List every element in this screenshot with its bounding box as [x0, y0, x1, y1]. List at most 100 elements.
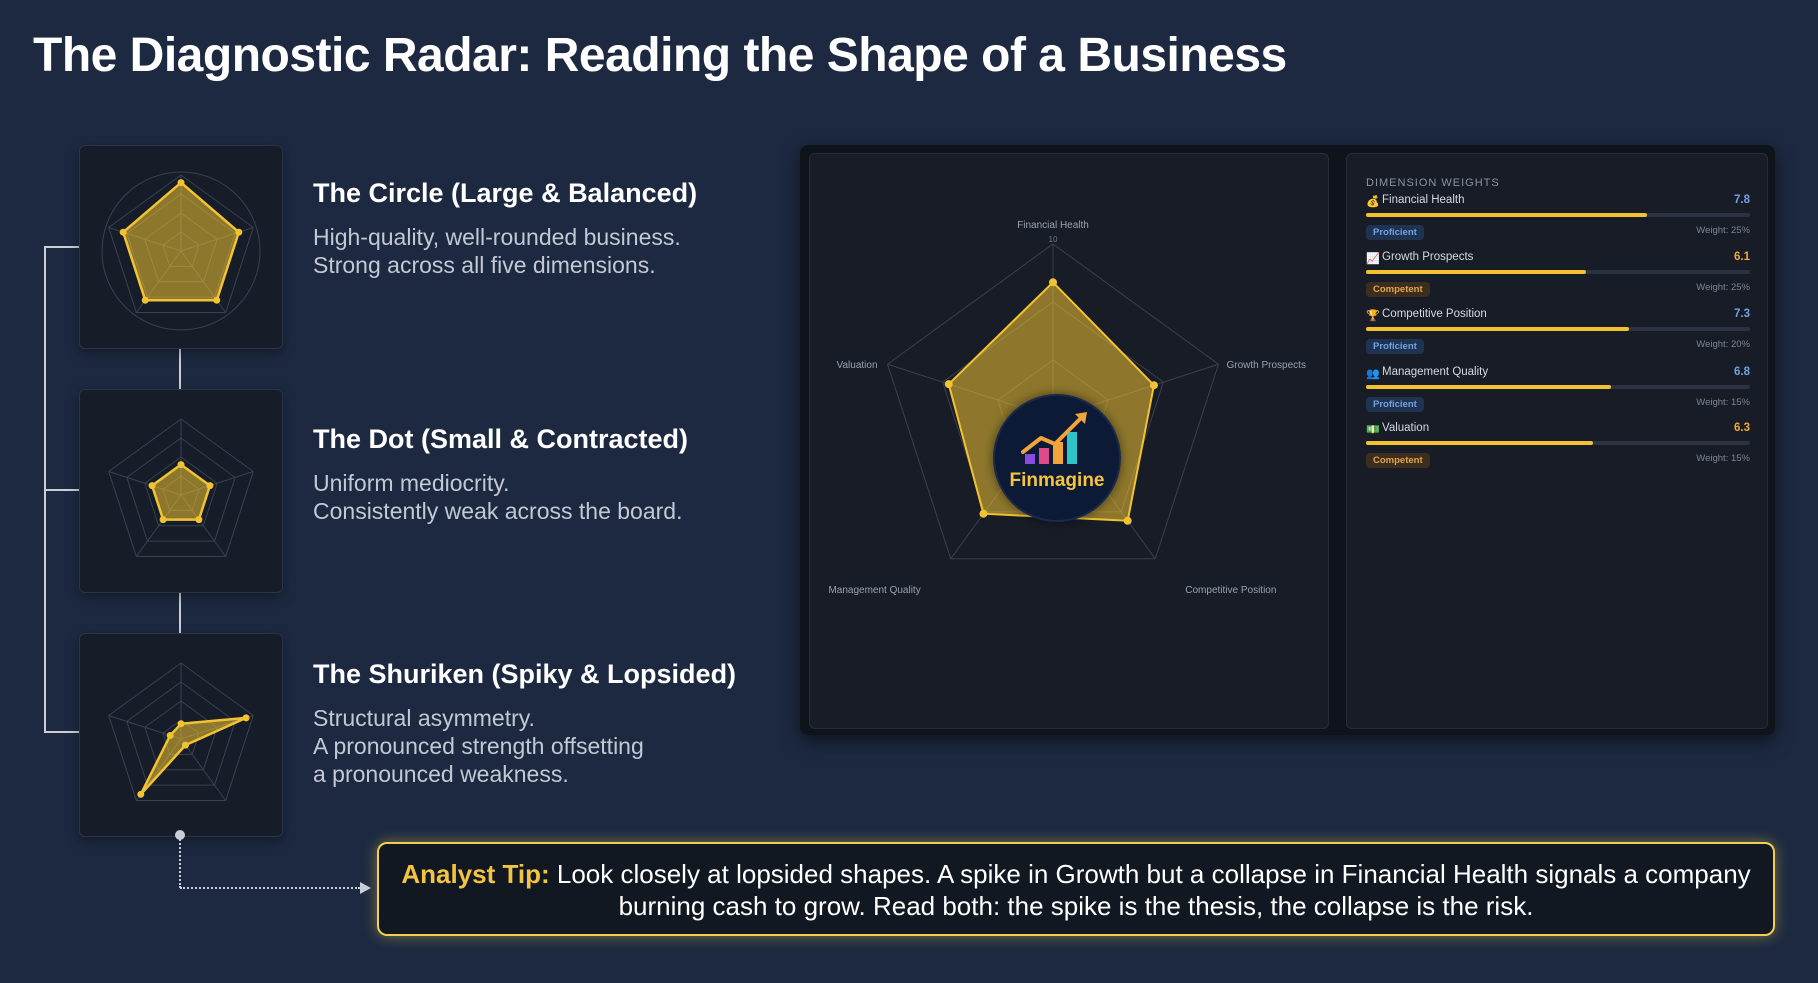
- radar-spoke: [180, 738, 227, 801]
- radar-data-point: [148, 482, 156, 490]
- weight-label: Weight: 15%: [1696, 397, 1750, 408]
- score-bar-track: [1366, 270, 1750, 274]
- radar-data-polygon: [121, 180, 241, 302]
- dimension-name: Financial Health: [1382, 194, 1465, 206]
- dimension-score: 6.1: [1734, 251, 1750, 263]
- dot-line: Uniform mediocrity.: [313, 470, 510, 496]
- weight-label: Weight: 20%: [1696, 339, 1750, 350]
- dimension-name: Management Quality: [1382, 366, 1489, 378]
- dot-description: The Dot (Small & Contracted) Uniform med…: [313, 424, 688, 525]
- dimension-name: Competitive Position: [1382, 308, 1487, 320]
- radar-data-point: [177, 179, 185, 187]
- tip-label: Analyst Tip:: [401, 859, 550, 889]
- circle-heading: The Circle (Large & Balanced): [313, 178, 698, 208]
- circle-line: High-quality, well-rounded business.: [313, 224, 681, 250]
- radar-data-point: [137, 790, 145, 798]
- analyst-tip-box: Analyst Tip: Look closely at lopsided sh…: [377, 842, 1775, 936]
- radar-data-point: [177, 720, 185, 728]
- dimension-row: 💵 Valuation 6.3 Competent Weight: 15%: [1366, 422, 1750, 478]
- circle-shape-card: [79, 145, 283, 349]
- dimension-name: Valuation: [1382, 422, 1430, 434]
- dot-heading: The Dot (Small & Contracted): [313, 424, 689, 454]
- level-badge: Competent: [1366, 453, 1430, 468]
- score-bar-track: [1366, 385, 1750, 389]
- radar-data-point: [119, 228, 127, 236]
- shuriken-line: Structural asymmetry.: [313, 705, 535, 731]
- chart-icon: 📈: [1366, 253, 1380, 265]
- tree-connector-bottom: [44, 731, 79, 733]
- dotted-connector-horizontal: [180, 887, 360, 889]
- score-bar-track: [1366, 327, 1750, 331]
- shuriken-shape-card: [79, 633, 283, 837]
- finmagine-logo: Finmagine: [993, 394, 1121, 522]
- radar-data-point: [242, 714, 250, 722]
- score-bar-fill: [1366, 327, 1629, 331]
- level-badge: Proficient: [1366, 397, 1424, 412]
- page-title: The Diagnostic Radar: Reading the Shape …: [33, 29, 1287, 82]
- radar-data-point: [181, 741, 189, 749]
- shuriken-description: The Shuriken (Spiky & Lopsided) Structur…: [313, 659, 736, 788]
- weights-title: DIMENSION WEIGHTS: [1366, 177, 1500, 189]
- dimension-score: 7.8: [1734, 194, 1750, 206]
- radar-grid-ring: [126, 681, 236, 786]
- dimension-score: 6.3: [1734, 422, 1750, 434]
- radar-data-point: [206, 482, 214, 490]
- radar-data-point: [944, 380, 953, 389]
- level-badge: Competent: [1366, 282, 1430, 297]
- radar-data-point: [166, 731, 174, 739]
- arrow-start-dot: [175, 830, 185, 840]
- radar-grid-ring: [126, 437, 236, 542]
- radar-axis-label: Growth Prospects: [1226, 360, 1305, 371]
- radar-grid-ring: [144, 456, 218, 527]
- radar-data-point: [235, 228, 243, 236]
- radar-data-point: [195, 516, 203, 524]
- circle-description: The Circle (Large & Balanced) High-quali…: [313, 178, 697, 279]
- score-bar-track: [1366, 213, 1750, 217]
- tip-text: Analyst Tip: Look closely at lopsided sh…: [399, 858, 1753, 922]
- weight-label: Weight: 25%: [1696, 282, 1750, 293]
- dimension-row: 💰 Financial Health 7.8 Proficient Weight: 25…: [1366, 194, 1750, 250]
- dashboard-mockup: Financial Health Growth Prospects Competit…: [800, 145, 1775, 735]
- dimension-name: Growth Prospects: [1382, 251, 1474, 263]
- radar-data-point: [141, 296, 149, 304]
- weight-label: Weight: 15%: [1696, 453, 1750, 464]
- dimension-score: 7.3: [1734, 308, 1750, 320]
- radar-grid-ring: [108, 418, 254, 557]
- valuation-icon: 💵: [1366, 424, 1380, 436]
- score-bar-fill: [1366, 385, 1611, 389]
- shuriken-line: a pronounced weakness.: [313, 761, 569, 787]
- tree-connector-top: [44, 246, 79, 248]
- radar-scale-label: 10: [1049, 235, 1058, 244]
- score-bar-fill: [1366, 270, 1586, 274]
- weight-label: Weight: 25%: [1696, 225, 1750, 236]
- radar-axis-label: Financial Health: [1017, 220, 1089, 231]
- shuriken-heading: The Shuriken (Spiky & Lopsided): [313, 659, 737, 689]
- radar-grid-ring: [108, 662, 254, 801]
- radar-axis-label: Management Quality: [828, 585, 920, 596]
- level-badge: Proficient: [1366, 225, 1424, 240]
- money-bag-icon: 💰: [1366, 196, 1380, 208]
- dimension-row: 📈 Growth Prospects 6.1 Competent Weight: 25%: [1366, 251, 1750, 307]
- level-badge: Proficient: [1366, 339, 1424, 354]
- shuriken-line: A pronounced strength offsetting: [313, 733, 644, 759]
- shuriken-radar-mini: [108, 662, 254, 801]
- dot-radar-mini: [108, 418, 254, 557]
- radar-data-point: [1049, 278, 1057, 287]
- dotted-connector-vertical: [179, 836, 181, 888]
- arrow-head-icon: [360, 882, 371, 894]
- radar-data-point: [159, 516, 167, 524]
- radar-grid-ring: [108, 174, 254, 313]
- dimension-score: 6.8: [1734, 366, 1750, 378]
- radar-data-point: [1123, 516, 1132, 525]
- radar-panel: Financial Health Growth Prospects Competit…: [809, 153, 1329, 729]
- radar-axis-label: Competitive Position: [1185, 585, 1276, 596]
- radar-axis-label: Valuation: [837, 360, 878, 371]
- card-link-1: [179, 347, 181, 389]
- dot-shape-card: [79, 389, 283, 593]
- tree-connector-middle: [44, 489, 79, 491]
- circle-line: Strong across all five dimensions.: [313, 252, 656, 278]
- score-bar-fill: [1366, 441, 1593, 445]
- dimension-weights-panel: DIMENSION WEIGHTS 💰 Financial Health 7.8 Pr…: [1346, 153, 1768, 729]
- score-bar-fill: [1366, 213, 1647, 217]
- logo-text: Finmagine: [1009, 470, 1105, 491]
